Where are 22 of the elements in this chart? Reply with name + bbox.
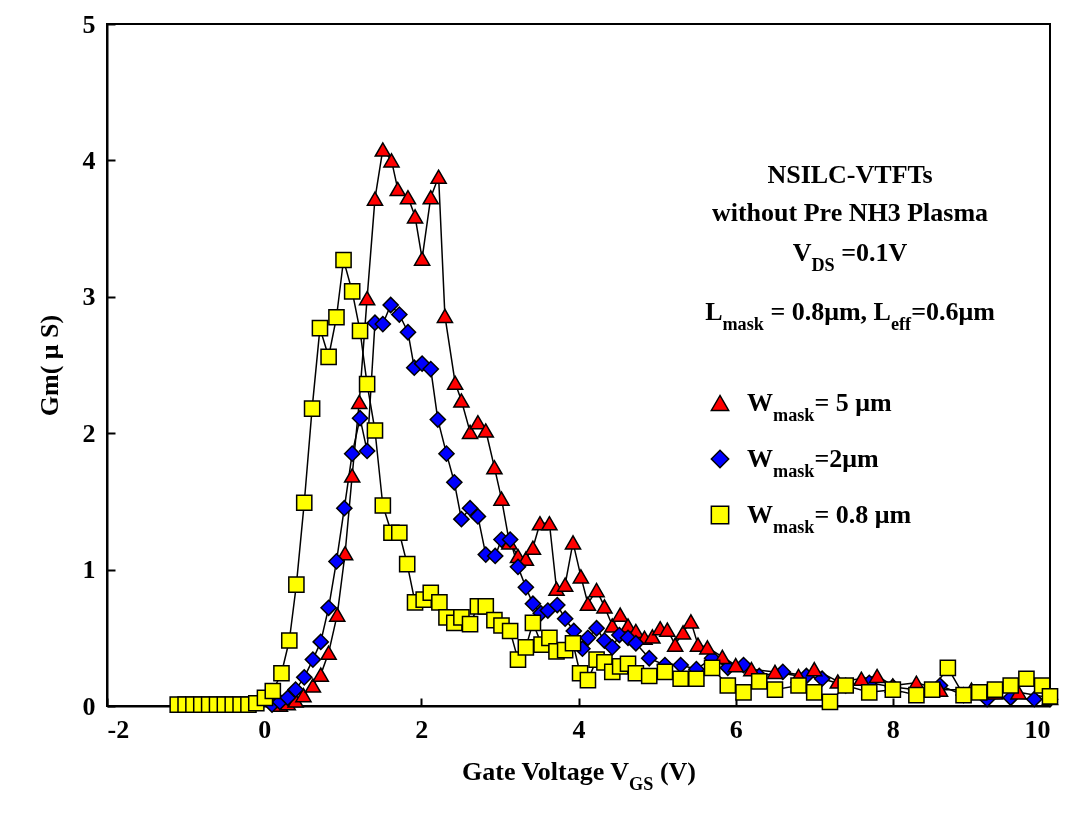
x-tick-label: 0 [258, 714, 272, 744]
x-tick-label: 2 [415, 714, 429, 744]
y-tick-label: 3 [82, 282, 96, 312]
legend-label: W$_{mask}$= 0.8 μm [747, 500, 912, 537]
y-tick-label: 5 [82, 9, 96, 39]
annotation: without Pre NH3 Plasma [711, 198, 989, 227]
y-tick-label: 1 [82, 555, 96, 585]
y-tick-label: 2 [82, 418, 96, 448]
x-tick-label: 4 [572, 714, 586, 744]
x-tick-label: 8 [886, 714, 900, 744]
y-tick-label: 0 [82, 691, 96, 721]
x-tick-label: 6 [729, 714, 743, 744]
legend-label: W$_{mask}$= 5 μm [747, 388, 892, 425]
x-axis-title: Gate Voltage V$_{GS}$ (V) [462, 756, 696, 794]
annotation: L$_{mask}$ = 0.8μm, L$_{eff}$=0.6μm [705, 297, 996, 334]
annotation: NSILC-VTFTs [767, 160, 933, 189]
y-tick-label: 4 [82, 145, 96, 175]
annotation: V$_{DS}$ =0.1V [792, 238, 908, 275]
legend-label: W$_{mask}$=2μm [747, 444, 879, 481]
y-axis-title: Gm( μ S) [34, 314, 64, 417]
x-tick-label: -2 [107, 714, 130, 744]
x-tick-label: 10 [1024, 714, 1051, 744]
